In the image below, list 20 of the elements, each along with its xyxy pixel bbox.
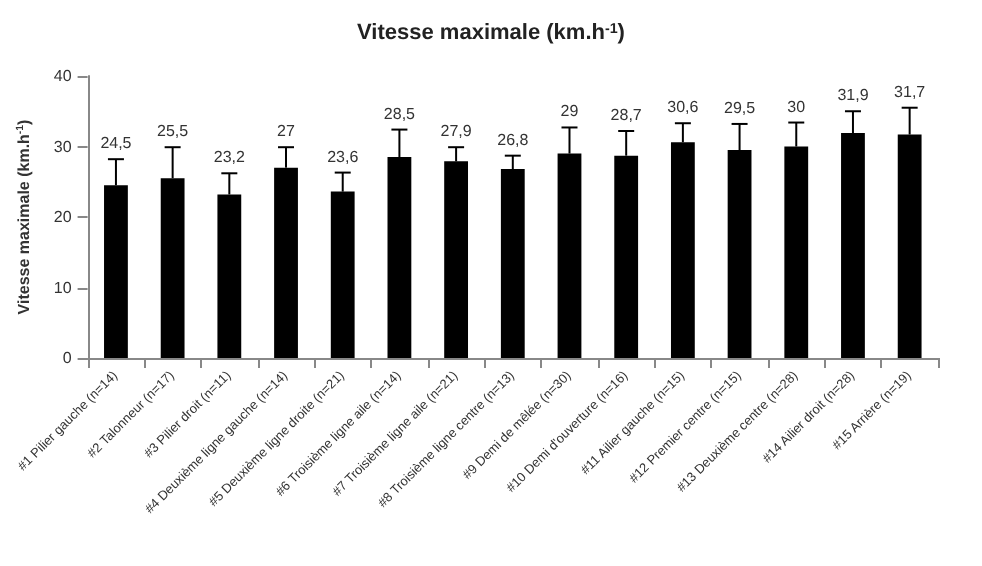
data-label: 28,7 bbox=[610, 105, 643, 124]
data-label: 25,5 bbox=[157, 122, 190, 141]
y-tick-label: 0 bbox=[62, 349, 73, 367]
data-label: 29 bbox=[560, 102, 580, 121]
data-label: 27 bbox=[277, 122, 297, 141]
data-label: 28,5 bbox=[383, 104, 417, 123]
data-label: 30 bbox=[787, 97, 807, 116]
data-label: 23,2 bbox=[213, 148, 246, 167]
data-label: 23,6 bbox=[327, 147, 360, 166]
data-label: 24,5 bbox=[100, 134, 133, 153]
y-tick-label: 20 bbox=[53, 208, 73, 226]
y-tick-label: 30 bbox=[53, 137, 73, 156]
y-tick-label: 40 bbox=[53, 67, 73, 85]
data-label: 30,6 bbox=[667, 98, 700, 117]
data-label: 29,5 bbox=[723, 98, 757, 117]
data-label: 31,9 bbox=[837, 86, 870, 105]
data-label: 31,7 bbox=[894, 82, 927, 101]
data-label: 27,9 bbox=[440, 122, 473, 141]
data-label: 26,8 bbox=[497, 130, 530, 149]
y-tick-label: 10 bbox=[53, 278, 73, 297]
